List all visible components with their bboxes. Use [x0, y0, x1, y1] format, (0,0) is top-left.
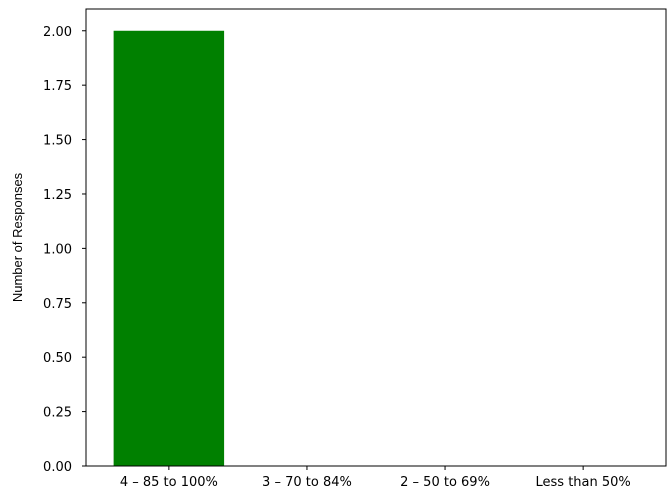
y-tick-label: 1.50: [43, 134, 72, 149]
y-axis-label: Number of Responses: [10, 172, 25, 302]
x-axis-ticks: 4 – 85 to 100% 3 – 70 to 84% 2 – 50 to 69%…: [120, 466, 631, 490]
x-tick-label: 3 – 70 to 84%: [262, 475, 352, 490]
x-tick-label: Less than 50%: [536, 475, 631, 490]
y-axis-ticks: 0.00 0.25 0.50 0.75 1.00 1.25 1.50 1.75 2.00: [43, 25, 86, 475]
y-tick-label: 1.25: [43, 188, 72, 203]
bars-group: [113, 30, 225, 467]
y-tick-label: 0.50: [43, 351, 72, 366]
y-tick-label: 1.75: [43, 79, 72, 94]
x-tick-label: 2 – 50 to 69%: [400, 475, 490, 490]
y-tick-label: 0.75: [43, 297, 72, 312]
y-tick-label: 0.25: [43, 406, 72, 421]
y-tick-label: 1.00: [43, 242, 72, 257]
x-tick-label: 4 – 85 to 100%: [120, 475, 218, 490]
y-tick-label: 2.00: [43, 25, 72, 40]
bar-0: [113, 30, 225, 467]
y-tick-label: 0.00: [43, 460, 72, 475]
plot-frame: [85, 8, 667, 467]
